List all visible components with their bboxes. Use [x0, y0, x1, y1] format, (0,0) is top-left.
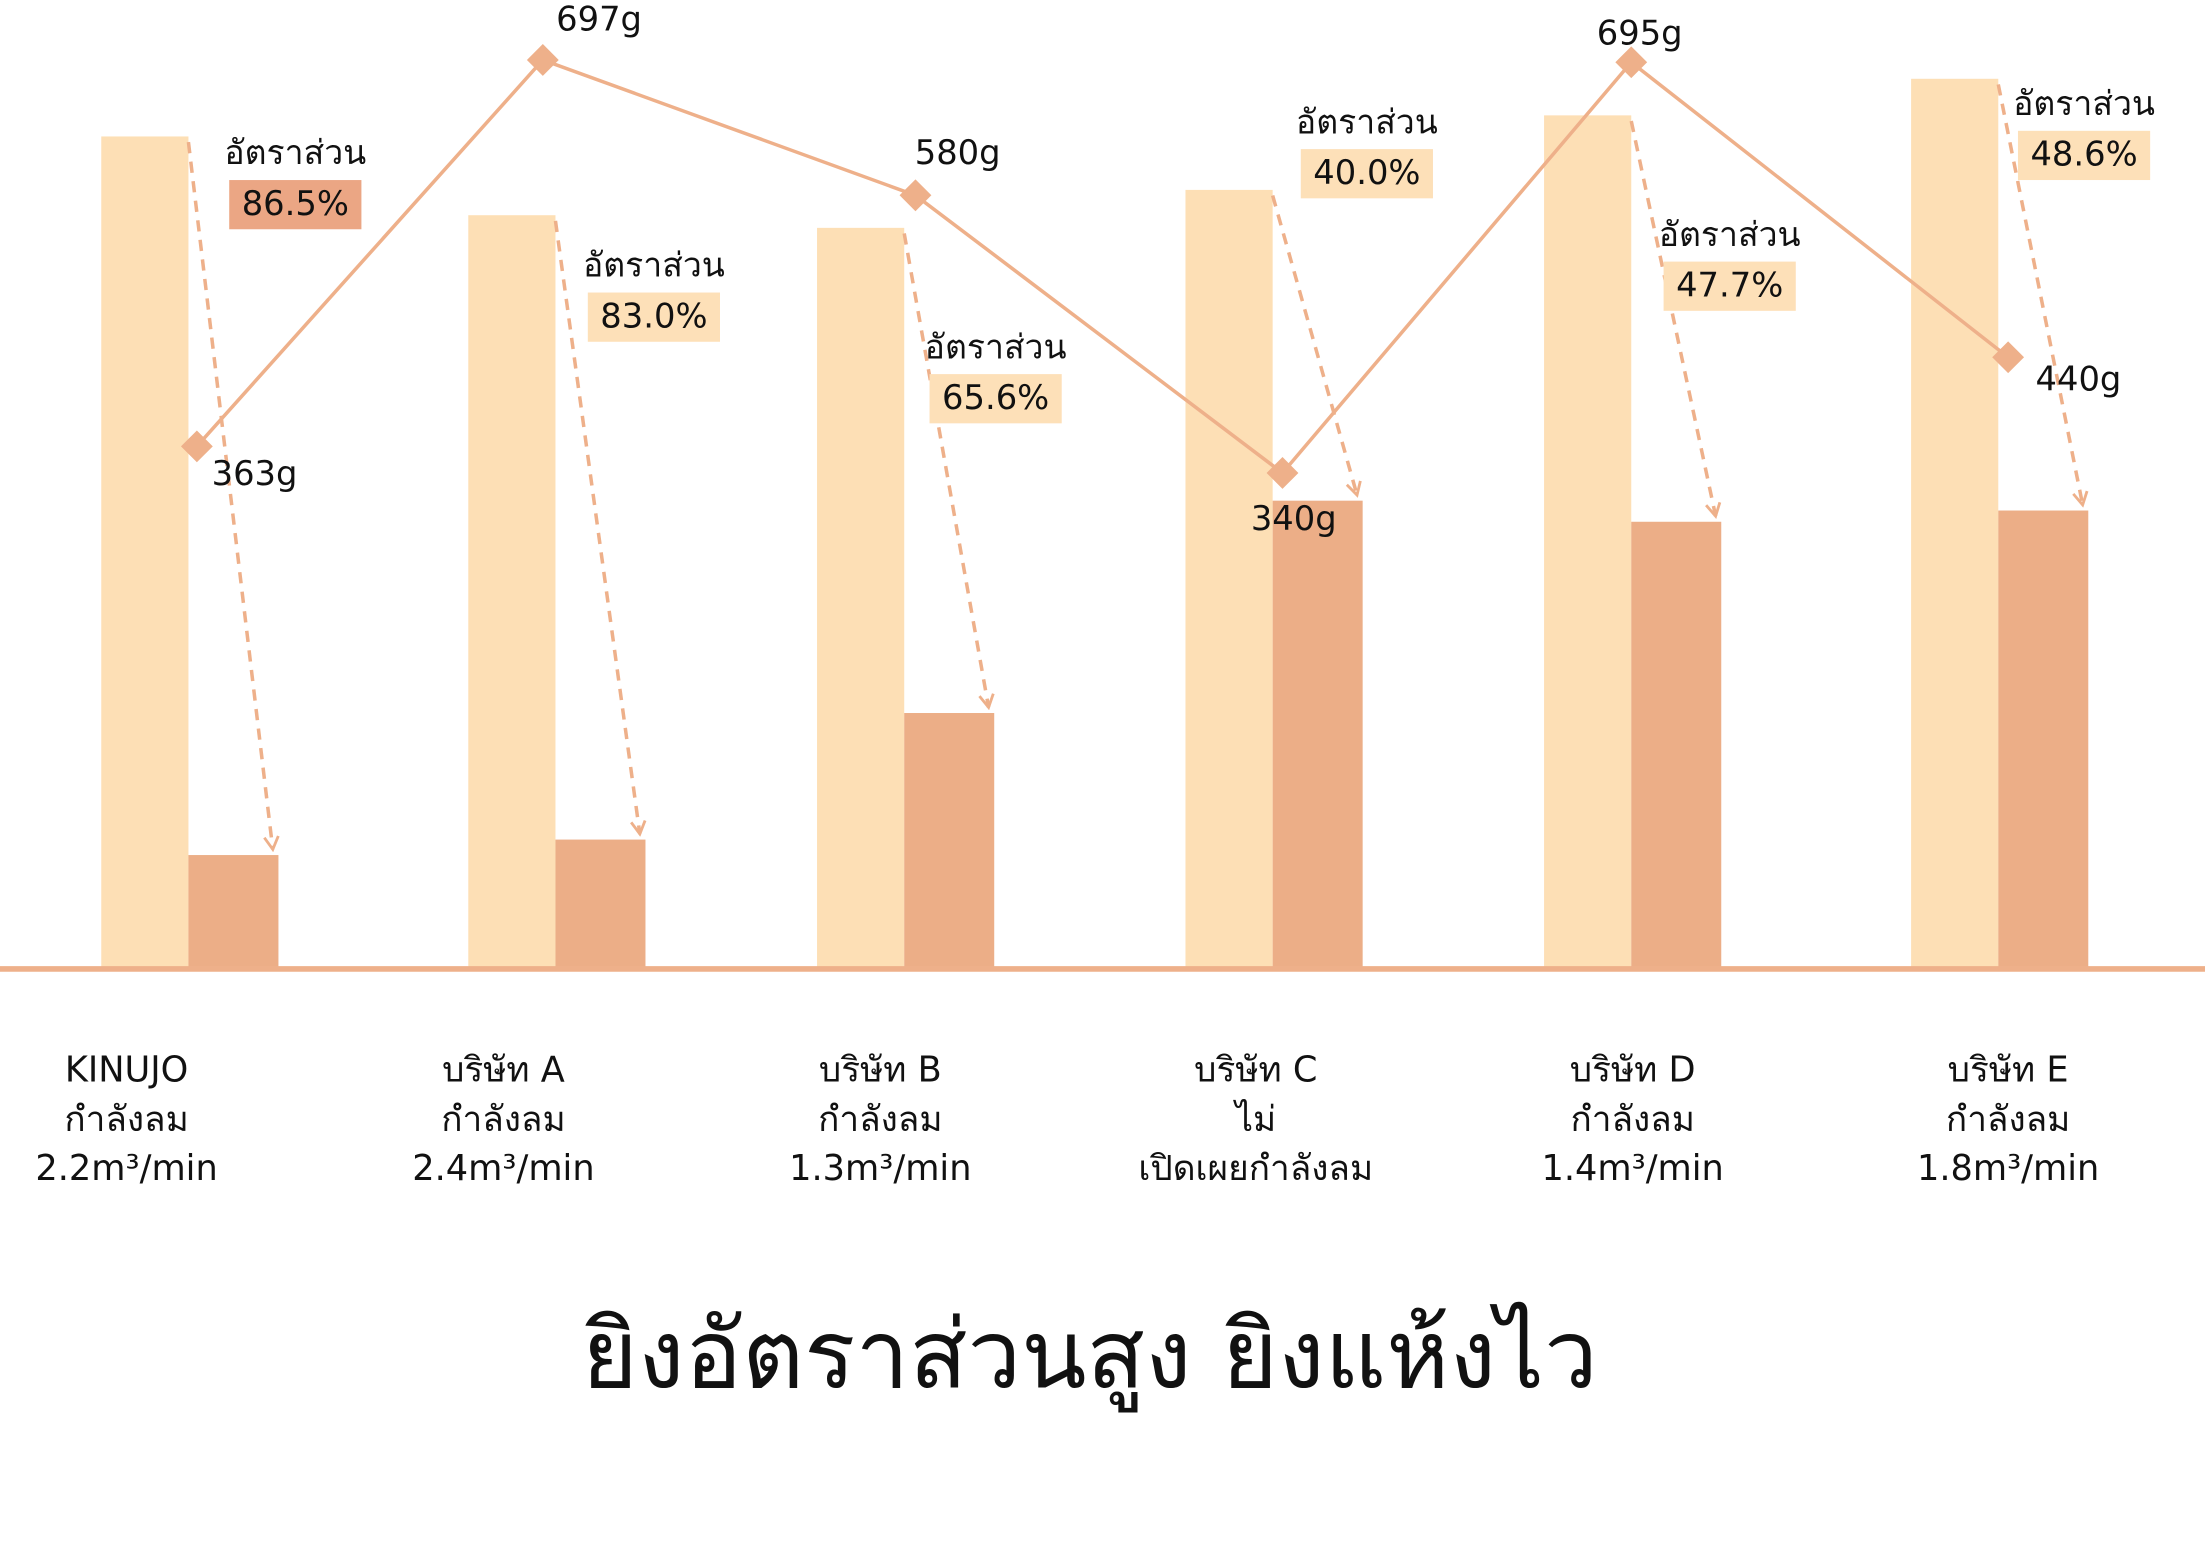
x-tick-label: กำลังลม: [441, 1099, 565, 1140]
x-tick-label: บริษัท B: [819, 1050, 942, 1091]
ratio-label: 65.6%: [942, 378, 1049, 417]
ratio-title: อัตราส่วน: [1296, 102, 1438, 141]
x-tick-label: 2.2m³/min: [35, 1148, 217, 1189]
data-label: 363g: [212, 454, 298, 493]
x-tick-label: 1.4m³/min: [1542, 1148, 1724, 1189]
bar: [1272, 500, 1363, 968]
data-label: 440g: [2036, 360, 2122, 399]
chart-title: ยิงอัตราส่วนสูง ยิงแห้งไว: [582, 1299, 1598, 1413]
arrow: [1629, 120, 1715, 516]
x-tick-label: 1.8m³/min: [1917, 1148, 2099, 1189]
data-label: 340g: [1251, 499, 1337, 538]
x-tick-label: เปิดเผยกำลังลม: [1138, 1148, 1373, 1189]
marker: [899, 179, 932, 212]
x-tick-label: บริษัท A: [442, 1050, 565, 1091]
data-label: 697g: [556, 0, 642, 39]
x-tick-label: KINUJO: [65, 1050, 188, 1091]
x-tick-label: กำลังลม: [1946, 1099, 2070, 1140]
ratio-title: อัตราส่วน: [583, 246, 725, 285]
ratio-box: [2017, 130, 2151, 181]
x-tick-label: 1.3m³/min: [789, 1148, 971, 1189]
bar: [1998, 510, 2089, 968]
bar: [1185, 189, 1273, 968]
arrow: [1996, 84, 2082, 504]
arrow: [902, 233, 988, 707]
arrow: [553, 220, 639, 834]
data-label: 580g: [915, 133, 1001, 172]
ratio-title: อัตราส่วน: [224, 133, 366, 172]
x-tick-label: บริษัท D: [1570, 1050, 1696, 1091]
x-tick-label: บริษัท E: [1948, 1050, 2069, 1091]
ratio-title: อัตราส่วน: [925, 327, 1067, 366]
ratio-label: 86.5%: [242, 184, 349, 223]
ratio-label: 40.0%: [1313, 153, 1420, 192]
ratio-title: อัตราส่วน: [1659, 215, 1801, 254]
bar: [1544, 115, 1632, 968]
bar: [468, 215, 556, 968]
ratio-label: 47.7%: [1676, 265, 1783, 304]
x-tick-label: 2.4m³/min: [412, 1148, 594, 1189]
ratio-box: [587, 292, 720, 342]
bar: [101, 136, 189, 968]
ratio-box: [1300, 149, 1433, 199]
x-tick-label: ไม่: [1232, 1099, 1276, 1140]
bar: [188, 855, 279, 968]
ratio-box: [1663, 261, 1796, 311]
x-tick-label: กำลังลม: [1570, 1099, 1694, 1140]
bar: [555, 839, 646, 968]
ratio-box: [229, 180, 362, 230]
arrow: [1270, 195, 1357, 496]
ratio-label: 83.0%: [600, 296, 707, 335]
x-tick-label: บริษัท C: [1194, 1050, 1317, 1091]
bar: [1631, 521, 1722, 968]
line: [195, 57, 2010, 476]
ratio-box: [929, 374, 1062, 424]
ratio-label: 48.6%: [2030, 135, 2137, 174]
arrow: [186, 141, 272, 849]
marker: [1266, 457, 1299, 489]
x-tick-label: กำลังลม: [818, 1099, 942, 1140]
ratio-title: อัตราส่วน: [2013, 84, 2155, 123]
data-label: 695g: [1597, 14, 1683, 53]
x-tick-label: กำลังลม: [64, 1099, 188, 1140]
bar: [904, 713, 995, 968]
bar: [817, 227, 905, 968]
bar: [1911, 78, 1999, 968]
